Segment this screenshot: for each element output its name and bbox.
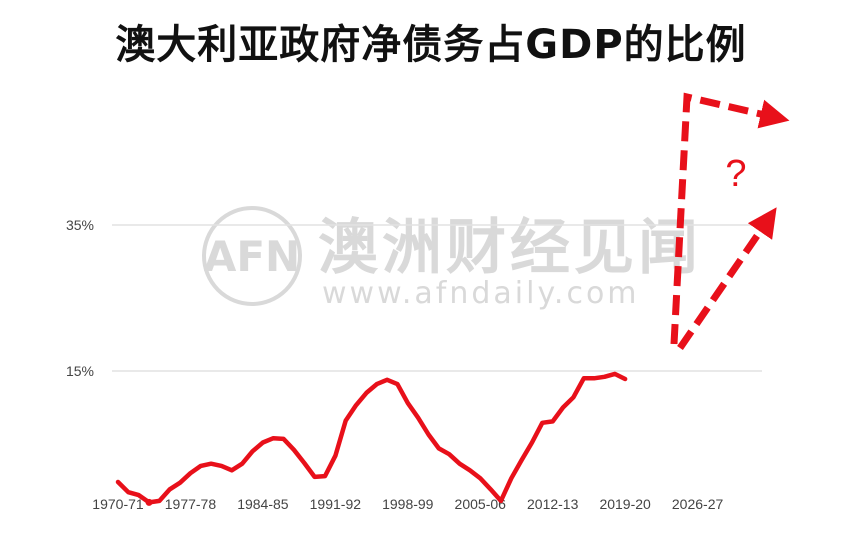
- x-tick-label: 1998-99: [382, 496, 434, 512]
- series: [115, 371, 628, 506]
- projection-arrow-upper: [670, 92, 790, 345]
- watermark-logo-text: AFN: [204, 232, 300, 281]
- series-line-0: [115, 371, 628, 505]
- projection-annotation: ?: [670, 92, 790, 350]
- x-tick-label: 2026-27: [672, 496, 724, 512]
- x-tick-label: 2012-13: [527, 496, 579, 512]
- grid: [112, 224, 762, 372]
- projection-arrow-lower: [677, 207, 777, 350]
- x-tick-label: 1991-92: [310, 496, 362, 512]
- x-axis: 1970-71 1977-78 1984-85 1991-92 1998-99 2005-…: [92, 496, 723, 512]
- x-tick-label: 2005-06: [455, 496, 507, 512]
- x-tick-label: 2019-20: [599, 496, 651, 512]
- y-tick-label: 35%: [66, 217, 94, 233]
- y-axis: 15% 35%: [66, 217, 94, 379]
- x-tick-label: 1977-78: [165, 496, 217, 512]
- y-tick-label: 15%: [66, 363, 94, 379]
- x-tick-label: 1984-85: [237, 496, 289, 512]
- x-tick-label: 1970-71: [92, 496, 144, 512]
- watermark-logo-circle: [202, 206, 302, 306]
- series-min-point: [145, 498, 153, 506]
- question-mark-annotation: ?: [725, 153, 746, 195]
- watermark-name: 澳洲财经见闻: [318, 213, 702, 283]
- chart-title: 澳大利亚政府净债务占GDP的比例: [115, 22, 747, 68]
- watermark: AFN 澳洲财经见闻 www.afndaily.com: [202, 206, 702, 311]
- watermark-url: www.afndaily.com: [322, 276, 640, 311]
